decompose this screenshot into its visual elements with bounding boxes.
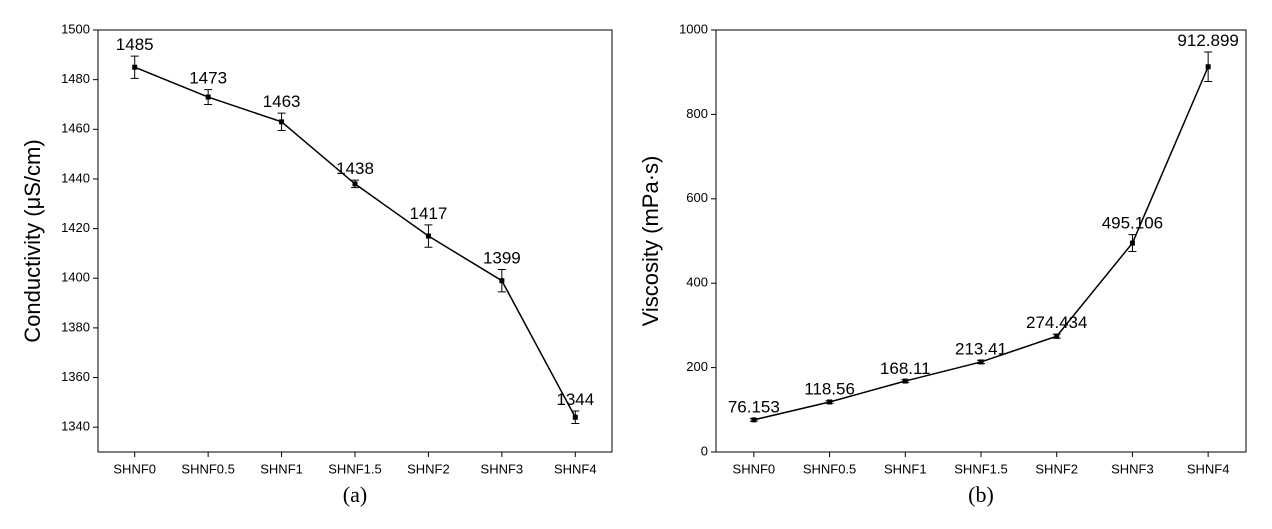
x-tick-label: SHNF1.5 (954, 461, 1007, 476)
y-tick-label: 1420 (61, 220, 90, 235)
data-point (572, 414, 578, 420)
y-axis-title: Conductivity (μS/cm) (20, 139, 45, 342)
x-tick-label: SHNF4 (1187, 461, 1230, 476)
y-tick-label: 1440 (61, 170, 90, 185)
data-point (352, 181, 358, 187)
y-tick-label: 1500 (61, 21, 90, 36)
x-tick-label: SHNF4 (554, 461, 597, 476)
y-tick-label: 1460 (61, 121, 90, 136)
y-tick-label: 1340 (61, 419, 90, 434)
x-tick-label: SHNF1.5 (328, 461, 381, 476)
x-tick-label: SHNF1 (260, 461, 303, 476)
x-tick-label: SHNF2 (407, 461, 450, 476)
data-label: 1463 (263, 92, 301, 111)
y-tick-label: 0 (701, 443, 708, 458)
data-label: 495.106 (1102, 214, 1163, 233)
y-tick-label: 800 (686, 106, 708, 121)
data-label: 1417 (410, 204, 448, 223)
data-point (1129, 240, 1135, 246)
x-tick-label: SHNF2 (1035, 461, 1078, 476)
panel-caption: (a) (343, 482, 367, 507)
y-tick-label: 1400 (61, 270, 90, 285)
x-tick-label: SHNF0.5 (181, 461, 234, 476)
x-tick-label: SHNF0.5 (803, 461, 856, 476)
y-tick-label: 600 (686, 190, 708, 205)
data-point (978, 359, 984, 365)
data-label: 274.434 (1026, 313, 1087, 332)
data-label: 168.11 (880, 359, 931, 378)
data-point (902, 378, 908, 384)
y-tick-label: 1000 (679, 21, 708, 36)
x-tick-label: SHNF1 (884, 461, 927, 476)
data-point (132, 64, 138, 70)
y-tick-label: 1380 (61, 319, 90, 334)
data-label: 118.56 (804, 380, 855, 399)
data-label: 213.41 (955, 339, 1007, 358)
y-tick-label: 200 (686, 359, 708, 374)
x-tick-label: SHNF3 (1111, 461, 1154, 476)
y-axis-title: Viscosity (mPa·s) (638, 156, 663, 327)
y-tick-label: 400 (686, 275, 708, 290)
series-line (753, 66, 1209, 421)
data-label: 1473 (189, 69, 227, 88)
plot-frame (715, 29, 1247, 453)
data-point (425, 233, 431, 239)
y-tick-label: 1480 (61, 71, 90, 86)
x-tick-label: SHNF3 (481, 461, 524, 476)
data-label: 1344 (556, 390, 594, 409)
data-label: 1485 (116, 35, 154, 54)
data-label: 912.899 (1177, 31, 1238, 50)
data-point (827, 399, 833, 405)
data-point (1205, 64, 1211, 70)
data-point (1054, 333, 1060, 339)
x-tick-label: SHNF0 (733, 461, 776, 476)
data-point (751, 417, 757, 423)
data-label: 1399 (483, 249, 521, 268)
data-point (205, 94, 211, 100)
series-line (134, 66, 576, 418)
data-label: 1438 (336, 159, 374, 178)
data-label: 76.153 (728, 398, 780, 417)
plot-frame (97, 29, 613, 453)
data-point (279, 119, 285, 125)
data-point (499, 278, 505, 284)
x-tick-label: SHNF0 (113, 461, 156, 476)
panel-caption: (b) (968, 482, 994, 507)
y-tick-label: 1360 (61, 369, 90, 384)
